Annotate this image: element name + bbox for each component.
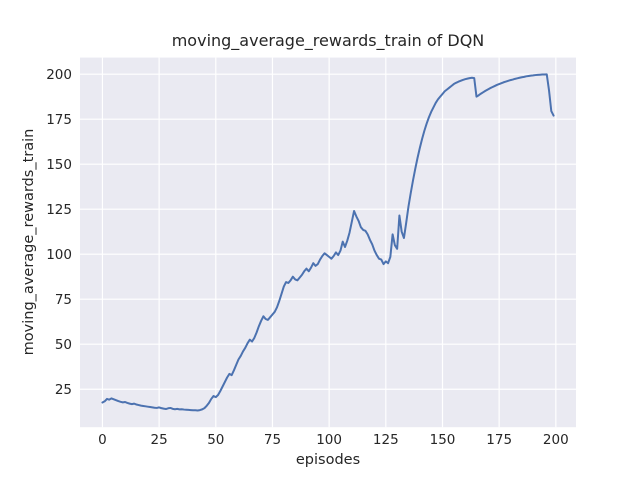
y-tick-label: 75	[55, 292, 72, 308]
chart-title: moving_average_rewards_train of DQN	[172, 31, 485, 51]
grid-layer	[80, 57, 576, 428]
y-tick-label: 150	[46, 157, 72, 173]
y-tick-label: 100	[46, 247, 72, 263]
y-axis-label: moving_average_rewards_train	[21, 129, 37, 356]
plot-area-layer	[80, 57, 576, 428]
x-tick-label: 125	[373, 432, 399, 448]
x-tick-label: 200	[543, 432, 569, 448]
x-axis-label: episodes	[296, 452, 360, 468]
x-tick-label: 75	[264, 432, 281, 448]
x-tick-label: 50	[207, 432, 224, 448]
tick-label-layer: 0 25 50 75 100 125 150 175 200 25 50 75 100 125 150 175…	[46, 67, 568, 448]
x-tick-label: 0	[98, 432, 107, 448]
y-tick-label: 50	[55, 337, 72, 353]
x-tick-label: 25	[151, 432, 168, 448]
x-tick-label: 150	[430, 432, 456, 448]
y-tick-label: 125	[46, 202, 72, 218]
y-tick-label: 200	[46, 67, 72, 83]
x-tick-label: 100	[316, 432, 342, 448]
plot-area	[80, 57, 576, 428]
reward-line-series	[101, 73, 555, 412]
x-tick-label: 175	[486, 432, 512, 448]
y-tick-label: 175	[46, 112, 72, 128]
series-layer	[101, 73, 555, 412]
y-tick-label: 25	[55, 382, 72, 398]
